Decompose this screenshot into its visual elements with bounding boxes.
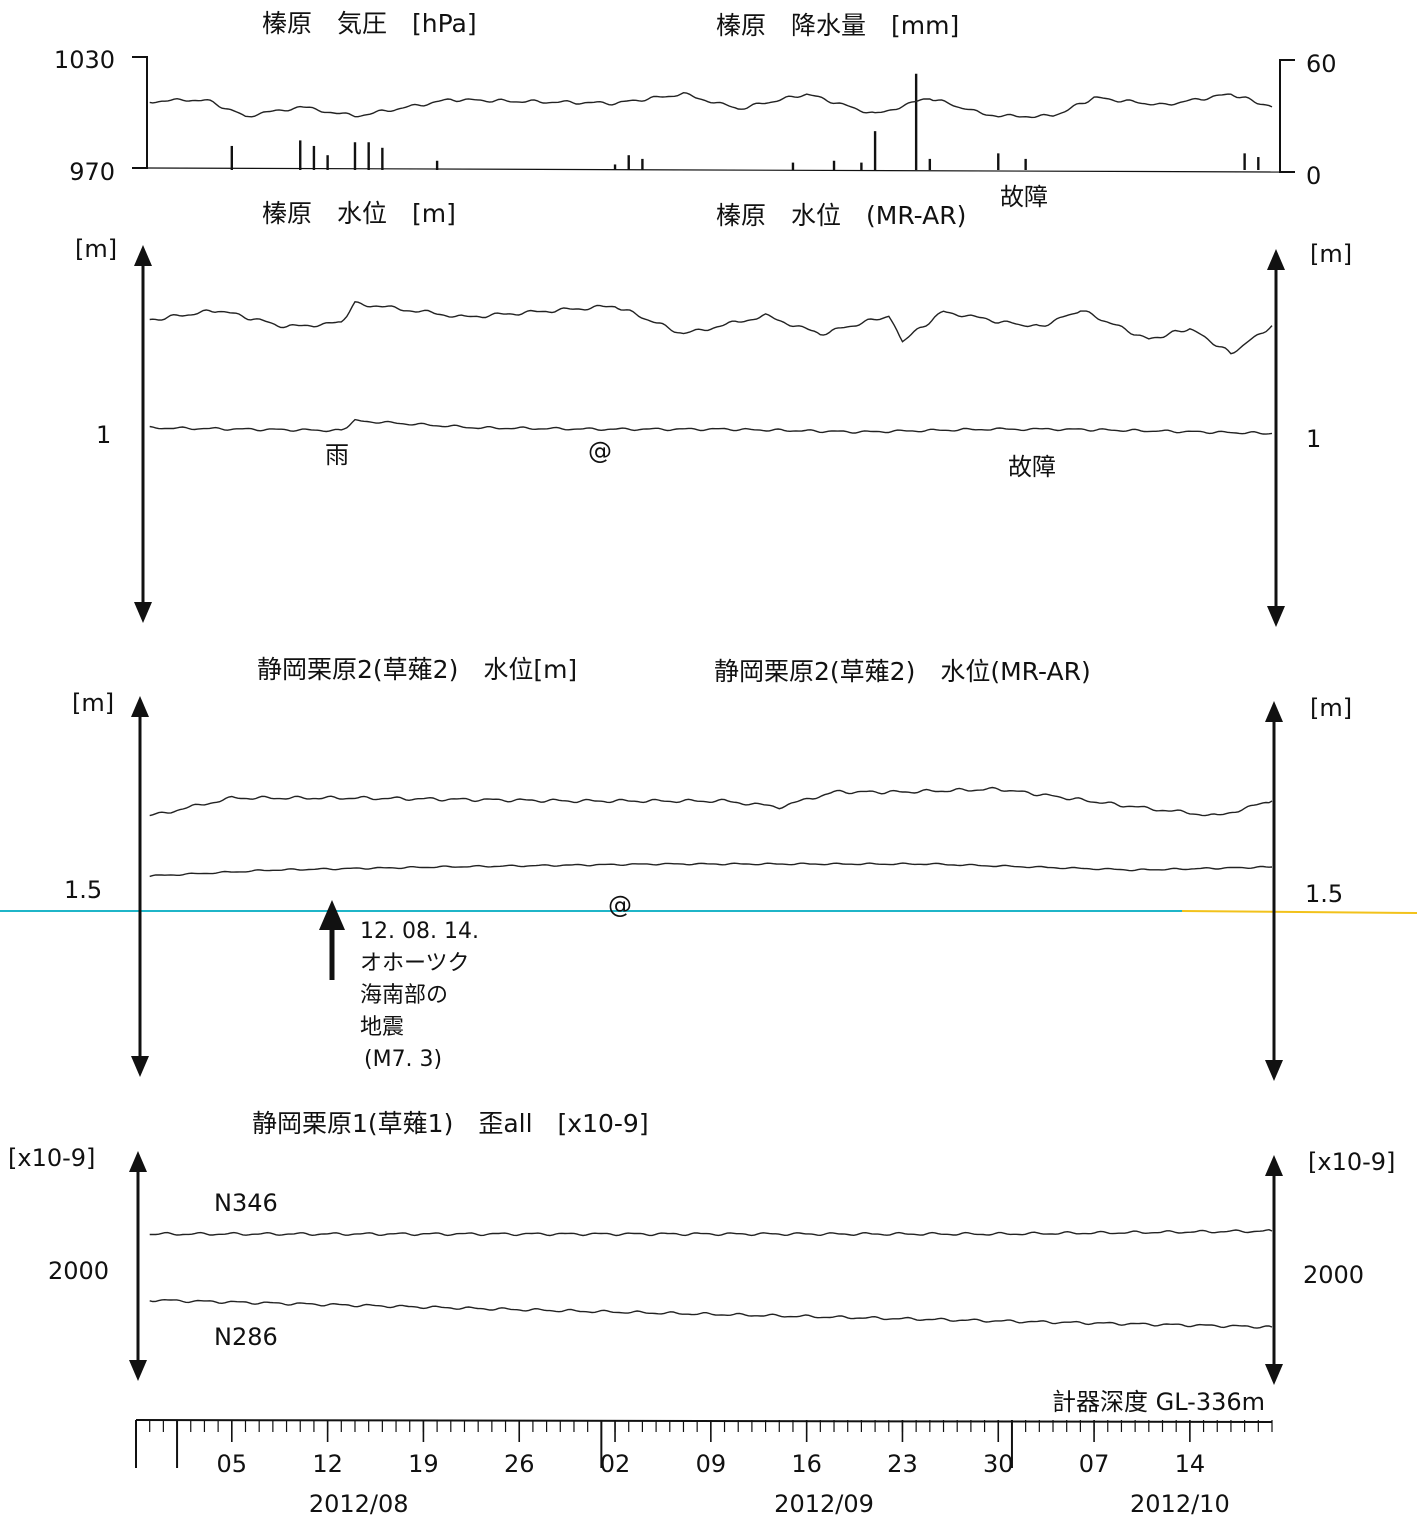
panel1-left-tick-bottom: 970 bbox=[69, 158, 115, 186]
panel4-right-scale-arrow bbox=[1265, 1155, 1283, 1385]
month-label: 2012/10 bbox=[1130, 1490, 1230, 1518]
panel3-left-scale-arrow bbox=[131, 696, 149, 1077]
panel4-right-unit: [x10-9] bbox=[1308, 1148, 1395, 1176]
series-label-n286: N286 bbox=[214, 1323, 278, 1351]
day-tick-label: 05 bbox=[217, 1450, 248, 1478]
panel3-right-scale-arrow bbox=[1265, 701, 1283, 1081]
month-label: 2012/08 bbox=[309, 1490, 409, 1518]
earthquake-date: 12. 08. 14. bbox=[360, 919, 479, 944]
panel2-right-unit: [m] bbox=[1310, 240, 1352, 268]
month-label: 2012/09 bbox=[774, 1490, 874, 1518]
panel2-left-tick: 1 bbox=[96, 421, 111, 449]
panel4-left-unit: [x10-9] bbox=[8, 1144, 95, 1172]
panel3-left-tick: 1.5 bbox=[64, 876, 102, 904]
water-level-mrar-line bbox=[149, 418, 1273, 435]
earthquake-magnitude: (M7. 3) bbox=[364, 1047, 442, 1072]
time-axis-baseline bbox=[135, 1419, 1273, 1423]
strain-n346-line bbox=[149, 1228, 1273, 1237]
pressure-line bbox=[149, 91, 1273, 119]
panel1-right-tick-top: 60 bbox=[1306, 50, 1337, 78]
panel2-fault-label: 故障 bbox=[1008, 453, 1056, 481]
day-tick-label: 19 bbox=[408, 1450, 439, 1478]
kusanagi2-water-level-line bbox=[149, 786, 1273, 817]
panel3-title-right: 静岡栗原2(草薙2) 水位(MR-AR) bbox=[714, 657, 1091, 686]
panel3-right-tick: 1.5 bbox=[1305, 880, 1343, 908]
earthquake-name-line3: 地震 bbox=[360, 1015, 404, 1040]
panel2-rain-label: 雨 bbox=[325, 441, 349, 469]
day-tick-label: 09 bbox=[696, 1450, 727, 1478]
time-axis: 05 12 19 26 02 09 16 23 30 07 14 2012/08 2012/09 2012… bbox=[135, 1419, 1273, 1518]
panel1-title-right: 榛原 降水量 [mm] bbox=[716, 11, 959, 40]
panel4-right-tick: 2000 bbox=[1303, 1261, 1364, 1289]
panel1-baseline bbox=[146, 167, 1281, 173]
panel2-title-right: 榛原 水位 (MR-AR) bbox=[716, 201, 966, 230]
day-tick-label: 07 bbox=[1079, 1450, 1110, 1478]
instrument-depth-note: 計器深度 GL-336m bbox=[1052, 1388, 1265, 1416]
earthquake-arrow bbox=[319, 900, 345, 980]
earthquake-name-line2: 海南部の bbox=[360, 983, 448, 1008]
panel2-right-tick: 1 bbox=[1306, 425, 1321, 453]
strain-traces bbox=[149, 1228, 1273, 1329]
kusanagi2-water-level-mrar-line bbox=[149, 862, 1273, 878]
panel2-right-scale-arrow bbox=[1267, 249, 1285, 627]
panel2-left-scale-arrow bbox=[134, 245, 152, 623]
panel1-fault-label: 故障 bbox=[1000, 183, 1048, 211]
panel1-right-tick-bottom: 0 bbox=[1306, 162, 1321, 190]
kusanagi2-water-level-traces bbox=[149, 786, 1273, 878]
day-tick-label: 26 bbox=[504, 1450, 535, 1478]
panel2-left-unit: [m] bbox=[75, 235, 117, 263]
day-tick-label: 23 bbox=[887, 1450, 918, 1478]
panel4-title: 静岡栗原1(草薙1) 歪all [x10-9] bbox=[252, 1109, 649, 1138]
pressure-trace bbox=[149, 91, 1273, 119]
panel4-left-scale-arrow bbox=[129, 1151, 147, 1381]
earthquake-name-line1: オホーツク bbox=[360, 951, 470, 976]
strain-n286-line bbox=[149, 1298, 1273, 1329]
precipitation-bars bbox=[230, 73, 1260, 170]
panel3-title-left: 静岡栗原2(草薙2) 水位[m] bbox=[257, 655, 577, 684]
panel1-left-axis bbox=[132, 56, 148, 169]
day-tick-label: 12 bbox=[312, 1450, 343, 1478]
day-tick-label: 14 bbox=[1175, 1450, 1206, 1478]
water-level-line bbox=[149, 301, 1273, 355]
panel1-right-axis bbox=[1279, 59, 1295, 173]
panel2-at-label: @ bbox=[588, 437, 612, 465]
panel4-left-tick: 2000 bbox=[48, 1257, 109, 1285]
panel1-left-tick-top: 1030 bbox=[54, 46, 115, 74]
panel3-left-unit: [m] bbox=[72, 689, 114, 717]
haibara-water-level-traces bbox=[149, 301, 1273, 435]
panel2-title-left: 榛原 水位 [m] bbox=[262, 199, 456, 228]
panel3-at-label: @ bbox=[608, 891, 632, 919]
day-tick-label: 02 bbox=[600, 1450, 631, 1478]
series-label-n346: N346 bbox=[214, 1189, 278, 1217]
panel1-title-left: 榛原 気圧 [hPa] bbox=[262, 9, 477, 38]
highlight-line-yellow bbox=[1181, 910, 1417, 914]
day-tick-label: 30 bbox=[983, 1450, 1014, 1478]
panel3-right-unit: [m] bbox=[1310, 694, 1352, 722]
day-tick-label: 16 bbox=[791, 1450, 822, 1478]
